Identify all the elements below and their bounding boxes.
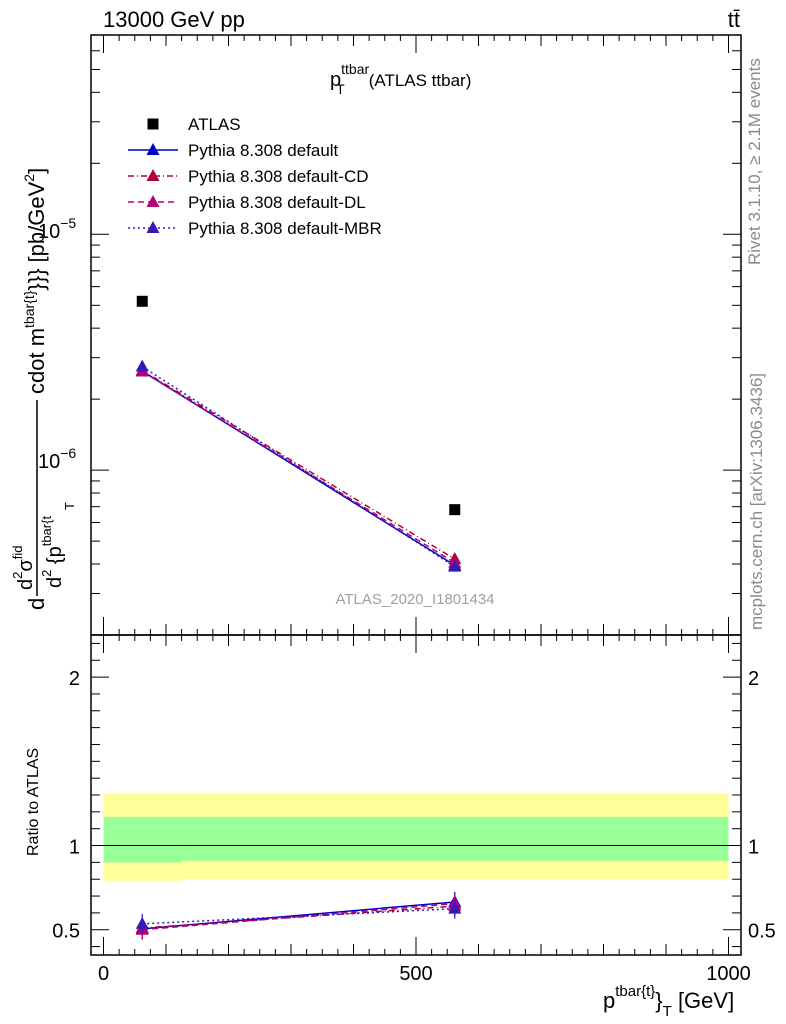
x-tick-label: 1000 (706, 963, 751, 985)
x-tick-label: 0 (98, 963, 109, 985)
ratio-y-axis-label: Ratio to ATLAS (25, 748, 42, 856)
legend-marker (146, 143, 160, 155)
legend-marker (147, 118, 159, 130)
analysis-watermark: ATLAS_2020_I1801434 (335, 591, 494, 608)
ratio-panel: Ratio to ATLAS 0.5 0.5 1 1 2 2 0 500 1000 ptbar{… (25, 634, 776, 1020)
legend-entry: Pythia 8.308 default (128, 141, 339, 160)
legend-label: Pythia 8.308 default-CD (188, 167, 369, 186)
series-line (141, 369, 456, 560)
legend-marker (146, 169, 160, 181)
main-y-tick-label-1e-6: 10−6 (38, 445, 76, 473)
legend: ATLAS Pythia 8.308 default Pythia 8.308 de… (128, 115, 382, 238)
legend-entry: Pythia 8.308 default-DL (128, 193, 366, 212)
ratio-point (135, 916, 149, 929)
ratio-series-0 (135, 891, 462, 939)
data-point (136, 295, 148, 307)
ratio-line (142, 905, 455, 929)
ratio-plot-layer (103, 793, 729, 940)
legend-marker (146, 195, 160, 207)
legend-entry: ATLAS (147, 115, 241, 134)
main-title: pttbar T (ATLAS ttbar) (330, 61, 471, 97)
legend-label: Pythia 8.308 default (188, 141, 339, 160)
main-panel: pttbar T (ATLAS ttbar) d d2σfid d2 {ptbar{… (10, 34, 742, 636)
x-axis-label: ptbar{t}}T [GeV] (603, 983, 734, 1020)
mcplots-label: mcplots.cern.ch [arXiv:1306.3436] (747, 373, 766, 630)
svg-text:T: T (62, 502, 77, 510)
ratio-line (142, 901, 455, 930)
main-plot-layer (135, 295, 462, 572)
x-tick-label: 500 (399, 963, 432, 985)
band-segment (181, 816, 729, 861)
legend-label: ATLAS (188, 115, 241, 134)
ratio-y-tick-label: 2 (69, 668, 80, 690)
legend-marker (146, 221, 160, 233)
legend-entry: Pythia 8.308 default-CD (128, 167, 369, 186)
ratio-ticks (91, 635, 741, 955)
ratio-y-tick-label-right: 0.5 (748, 921, 776, 943)
data-point (135, 359, 149, 372)
data-point (449, 504, 461, 516)
ratio-y-tick-label: 1 (69, 837, 80, 859)
ratio-y-tick-label: 0.5 (52, 921, 80, 943)
legend-entry: Pythia 8.308 default-MBR (128, 219, 382, 238)
svg-text:d2 {ptbar{t: d2 {ptbar{t (39, 516, 66, 588)
legend-label: Pythia 8.308 default-DL (188, 193, 366, 212)
ratio-line (142, 907, 455, 925)
svg-text:d: d (24, 598, 49, 610)
legend-label: Pythia 8.308 default-MBR (188, 219, 382, 238)
ratio-point (448, 901, 462, 914)
process-label: tt̄ (728, 7, 740, 32)
series-4 (135, 359, 462, 572)
ratio-series-3 (135, 898, 462, 934)
ratio-y-tick-label-right: 1 (748, 837, 759, 859)
series-0 (136, 295, 461, 516)
rivet-label: Rivet 3.1.10, ≥ 2.1M events (745, 58, 764, 265)
data-point (448, 559, 462, 572)
ratio-tick-labels: 0.5 0.5 1 1 2 2 0 500 1000 (52, 668, 776, 985)
svg-text:d2σfid: d2σfid (10, 546, 37, 590)
ratio-series-1 (135, 896, 462, 939)
band-segment (103, 816, 182, 863)
series-line (141, 365, 456, 568)
ratio-line (142, 902, 455, 931)
svg-text:cdot mtbar{t}}}} [pb/GeV2]: cdot mtbar{t}}}} [pb/GeV2] (21, 168, 49, 394)
uncertainty-band-1 (103, 816, 729, 863)
ratio-y-tick-label-right: 2 (748, 668, 759, 690)
energy-label: 13000 GeV pp (103, 7, 245, 32)
main-y-axis-label: d d2σfid d2 {ptbar{t T cdot mtbar{t}}}} … (10, 168, 77, 610)
